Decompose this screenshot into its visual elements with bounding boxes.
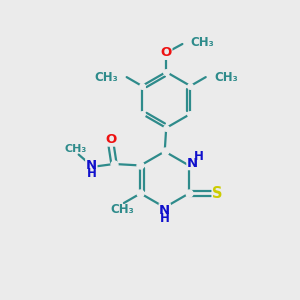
Text: H: H <box>160 212 170 225</box>
Text: N: N <box>86 159 97 172</box>
Text: CH₃: CH₃ <box>64 144 86 154</box>
Text: O: O <box>160 46 172 59</box>
Text: S: S <box>212 186 223 201</box>
Text: N: N <box>187 157 198 169</box>
Text: CH₃: CH₃ <box>95 70 118 84</box>
Text: CH₃: CH₃ <box>190 36 214 49</box>
Text: O: O <box>105 133 117 146</box>
Text: H: H <box>194 150 203 163</box>
Text: H: H <box>86 167 96 180</box>
Text: CH₃: CH₃ <box>111 203 134 216</box>
Text: CH₃: CH₃ <box>214 70 238 84</box>
Text: N: N <box>159 204 170 217</box>
